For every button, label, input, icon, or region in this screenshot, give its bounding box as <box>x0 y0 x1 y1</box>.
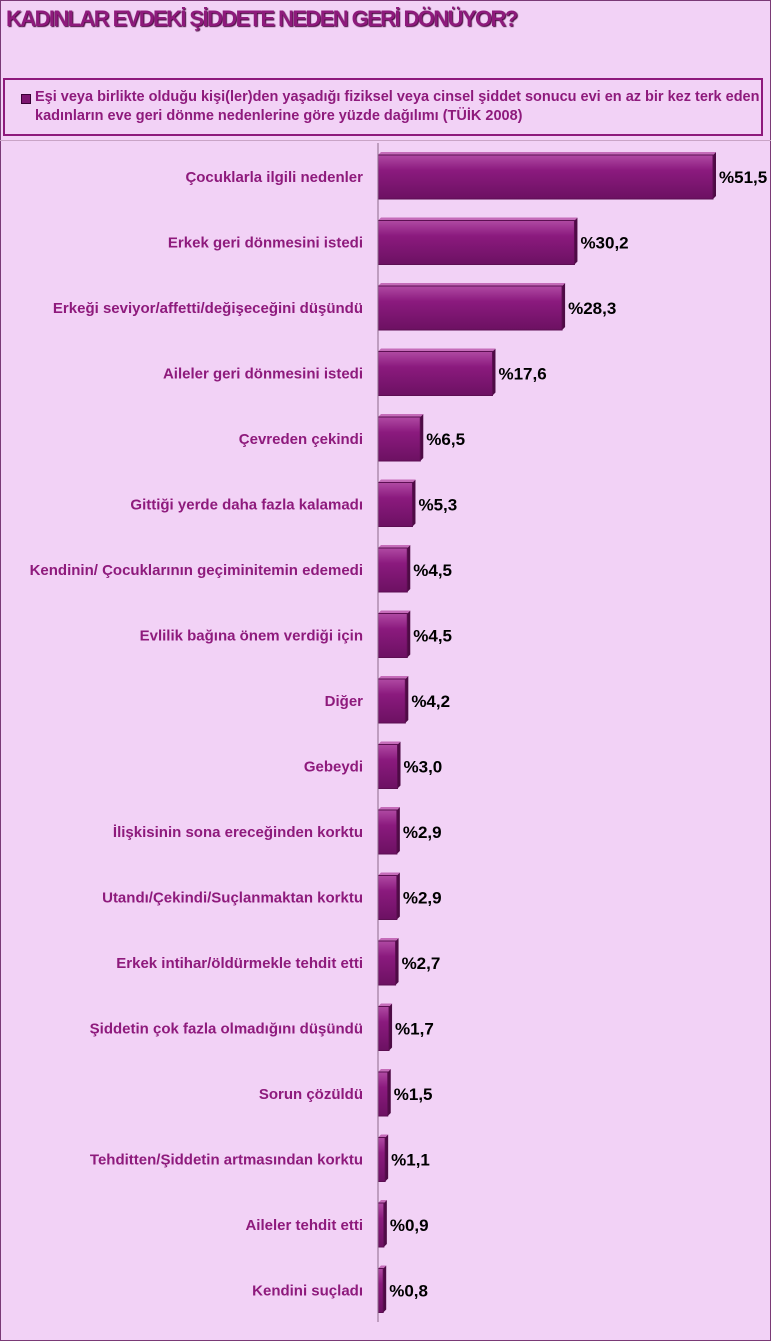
category-label: Sorun çözüldü <box>259 1086 363 1103</box>
bar-top <box>378 152 716 155</box>
bar-top <box>378 807 400 810</box>
value-label: %1,1 <box>391 1151 430 1170</box>
category-label: Tehditten/Şiddetin artmasından korktu <box>90 1152 363 1169</box>
bar-side <box>385 1134 389 1182</box>
value-label: %6,5 <box>426 430 465 449</box>
bar <box>377 1006 390 1051</box>
bar-top <box>378 283 566 286</box>
value-label: %2,9 <box>403 889 442 908</box>
value-label: %28,3 <box>568 299 616 318</box>
bar-top <box>378 1265 387 1269</box>
bar <box>377 220 575 265</box>
bar-side <box>387 1069 391 1116</box>
bar-top <box>378 479 416 483</box>
value-label: %0,8 <box>389 1282 428 1301</box>
value-label: %30,2 <box>580 234 628 253</box>
category-label: Aileler geri dönmesini istedi <box>163 366 363 383</box>
bar <box>377 482 413 527</box>
value-label: %1,5 <box>394 1085 433 1104</box>
bar-top <box>378 676 409 679</box>
bars-layer <box>377 152 716 1313</box>
value-label: %17,6 <box>498 365 546 384</box>
bar <box>377 1137 386 1182</box>
legend: Eşi veya birlikte olduğu kişi(ler)den ya… <box>3 78 763 136</box>
category-label: Erkek intihar/öldürmekle tehdit etti <box>116 955 363 972</box>
bar-top <box>378 414 424 417</box>
bar-side <box>407 610 411 658</box>
bar <box>377 154 714 200</box>
value-label: %0,9 <box>390 1216 429 1235</box>
category-label: Kendinin/ Çocuklarının geçiminitemin ede… <box>30 562 363 579</box>
bar-side <box>713 152 716 199</box>
bar <box>377 940 397 986</box>
category-label: Gebeydi <box>304 759 363 776</box>
bar <box>377 875 398 920</box>
category-label: Şiddetin çok fazla olmadığını düşündü <box>90 1021 363 1038</box>
category-label: Gittiği yerde daha fazla kalamadı <box>130 497 363 514</box>
bar <box>377 1071 389 1117</box>
bar-top <box>378 217 578 221</box>
bar-top <box>378 872 400 876</box>
bar-side <box>562 283 566 330</box>
divider <box>0 140 771 141</box>
category-label: Çocuklarla ilgili nedenler <box>185 169 363 186</box>
legend-marker <box>21 94 31 104</box>
category-label: Evlilik bağına önem verdiği için <box>140 628 363 645</box>
bar-top <box>378 348 496 352</box>
bar <box>377 809 398 855</box>
bar <box>377 613 408 658</box>
bar-top <box>378 1003 393 1007</box>
value-label: %1,7 <box>395 1020 434 1039</box>
bar-side <box>383 1265 387 1313</box>
labels-layer: Çocuklarla ilgili nedenler %51,5 Erkek ger… <box>30 168 768 1301</box>
bar-side <box>405 676 409 723</box>
bar-top <box>378 1200 387 1203</box>
value-label: %4,5 <box>413 561 452 580</box>
category-label: İlişkisinin sona ereceğinden korktu <box>113 824 363 841</box>
bar <box>377 351 493 396</box>
category-label: Kendini suçladı <box>252 1283 363 1300</box>
bar <box>377 416 421 462</box>
bar-side <box>396 807 400 854</box>
bar <box>377 285 563 331</box>
value-label: %5,3 <box>418 496 457 515</box>
category-label: Çevreden çekindi <box>239 431 363 448</box>
value-label: %2,9 <box>403 823 442 842</box>
bar-side <box>574 217 578 265</box>
category-label: Erkek geri dönmesini istedi <box>168 235 363 252</box>
bar <box>377 744 399 789</box>
bar <box>377 1268 384 1313</box>
bar-side <box>396 872 400 920</box>
bar-side <box>420 414 424 461</box>
value-label: %4,2 <box>411 692 450 711</box>
legend-entry-label: Eşi veya birlikte olduğu kişi(ler)den ya… <box>35 89 760 124</box>
value-label: %2,7 <box>402 954 441 973</box>
bar-side <box>395 938 399 985</box>
category-label: Erkeği seviyor/affetti/değişeceğini düşü… <box>53 300 363 317</box>
value-label: %4,5 <box>413 627 452 646</box>
value-label: %51,5 <box>719 168 767 187</box>
bar <box>377 678 406 724</box>
bar-side <box>383 1200 387 1247</box>
category-label: Diğer <box>325 693 364 710</box>
bar-top <box>378 1134 389 1138</box>
bar-top <box>378 610 411 614</box>
bar-side <box>389 1003 393 1051</box>
bar-top <box>378 741 401 745</box>
bar-side <box>492 348 496 396</box>
value-label: %3,0 <box>404 758 443 777</box>
bar-top <box>378 545 411 548</box>
category-label: Utandı/Çekindi/Suçlanmaktan korktu <box>102 890 363 907</box>
bar-side <box>397 741 401 789</box>
bar <box>377 1202 385 1248</box>
bar-side <box>407 545 411 592</box>
category-label: Aileler tehdit etti <box>245 1217 363 1234</box>
chart-title: KADINLAR EVDEKİ ŞİDDETE NEDEN GERİ DÖNÜY… <box>6 6 518 31</box>
bar-side <box>412 479 416 527</box>
bar-top <box>378 1069 391 1072</box>
bar-top <box>378 938 399 941</box>
bar <box>377 547 408 593</box>
